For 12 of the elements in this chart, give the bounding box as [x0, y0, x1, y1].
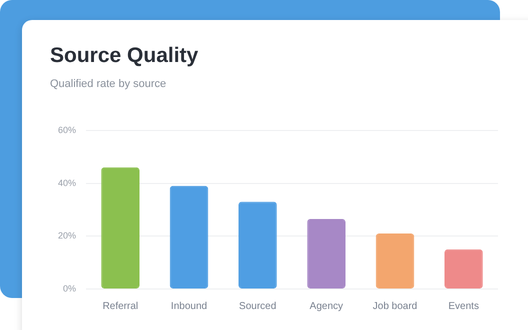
x-tick-label: Job board: [372, 300, 418, 312]
x-tick-label: Events: [448, 300, 479, 312]
y-tick-label: 0%: [63, 283, 76, 294]
x-tick-label: Agency: [310, 300, 344, 312]
y-tick-label: 20%: [58, 230, 76, 241]
y-tick-label: 40%: [58, 178, 76, 188]
x-tick-label: Referral: [102, 300, 138, 312]
y-tick-label: 60%: [58, 124, 76, 135]
x-tick-label: Inbound: [170, 300, 208, 312]
chart-subtitle: Qualified rate by source: [50, 78, 166, 90]
chart-title: Source Quality: [50, 44, 198, 68]
x-tick-label: Sourced: [239, 300, 276, 312]
